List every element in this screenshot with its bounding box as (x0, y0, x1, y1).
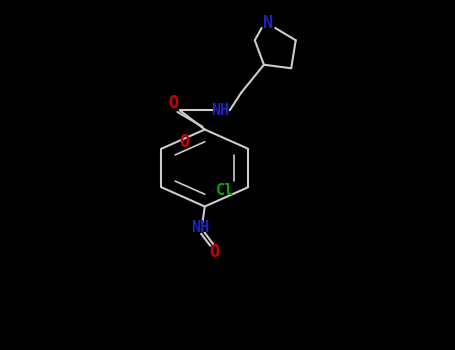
Text: NH: NH (212, 103, 230, 118)
Text: N: N (263, 14, 273, 32)
Text: Cl: Cl (216, 183, 234, 198)
Text: O: O (209, 243, 219, 261)
Text: O: O (179, 133, 189, 151)
Text: NH: NH (191, 220, 209, 235)
Text: O: O (168, 94, 178, 112)
